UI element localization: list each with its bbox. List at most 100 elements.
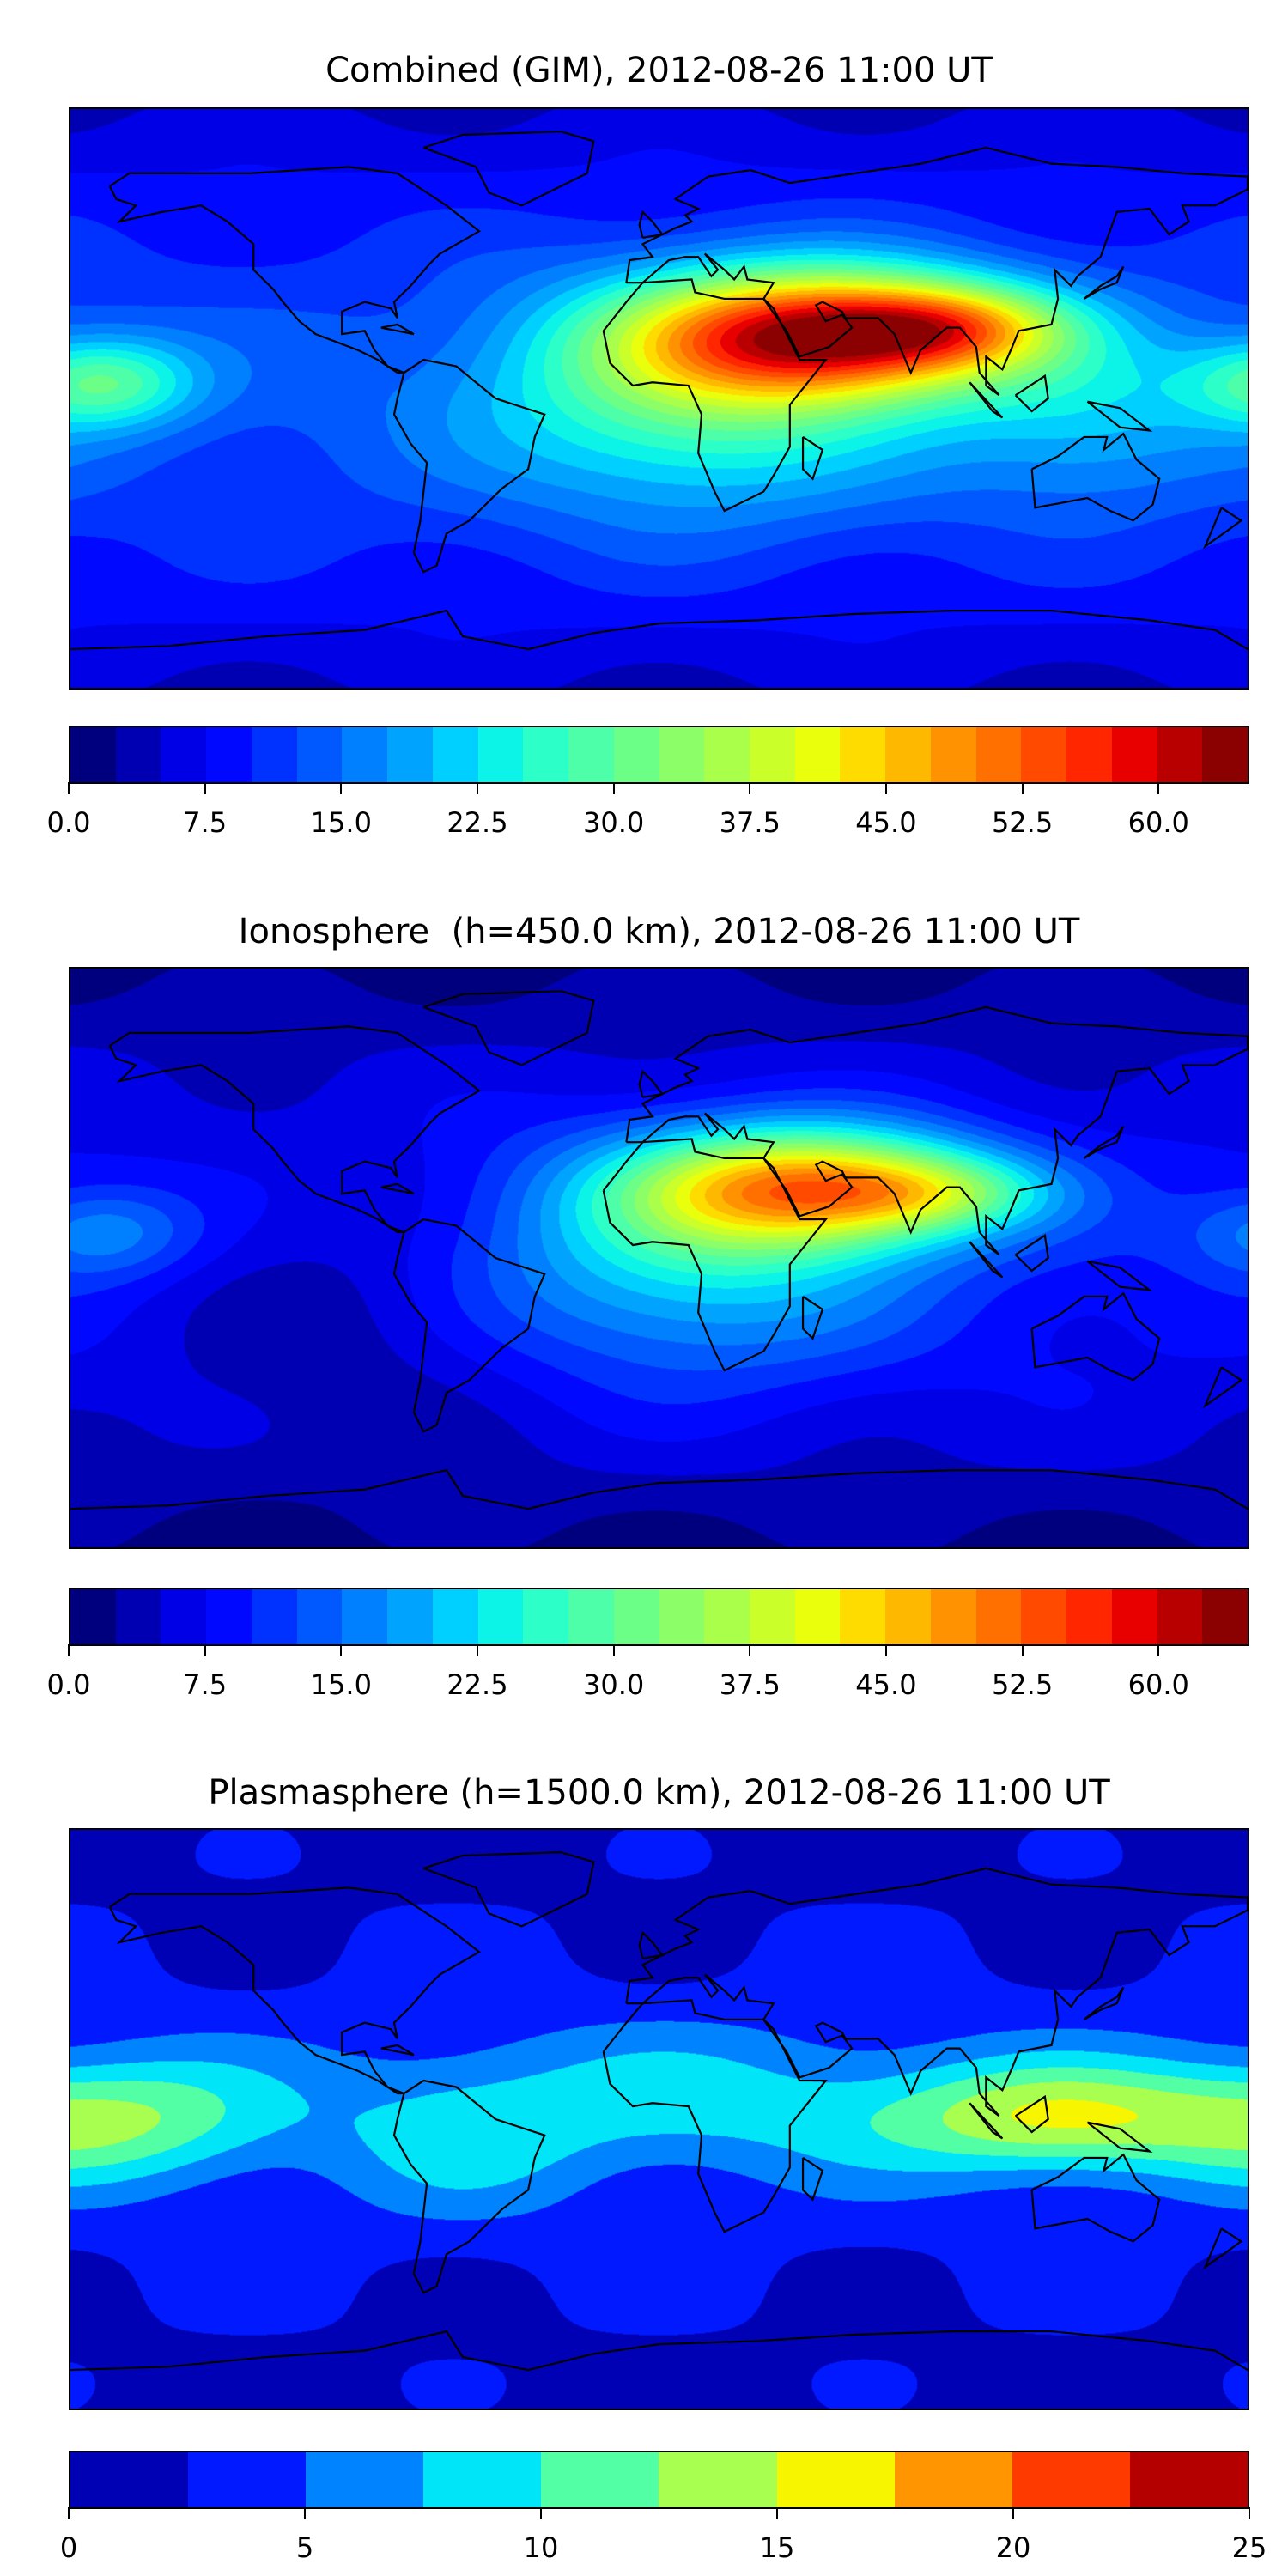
colorbar-bin-3 [206,1589,252,1644]
coastline-8 [803,437,823,479]
colorbar-tick-mark [884,782,887,794]
coastline-11 [1087,402,1149,431]
colorbar-bin-16 [794,1589,841,1644]
colorbar-bin-25 [1202,1589,1249,1644]
colorbar-bin-8 [432,1589,478,1644]
colorbar [69,1588,1249,1646]
colorbar-bin-1 [115,1589,161,1644]
colorbar-bin-2 [161,1589,207,1644]
colorbar-bin-21 [1021,727,1067,782]
colorbar-tick-mark [749,1644,751,1656]
colorbar-tick-mark [1012,2507,1014,2519]
colorbar-tick-mark [340,1644,343,1656]
colorbar-tick-mark [612,782,615,794]
colorbar-tick-mark [540,2507,542,2519]
colorbar-tick-label: 60.0 [1127,1668,1189,1701]
colorbar-bin-5 [659,2452,777,2507]
colorbar-bin-1 [115,727,161,782]
coastline-0 [110,1887,479,2093]
colorbar-tick-label: 22.5 [447,1668,508,1701]
colorbar-bin-19 [930,1589,976,1644]
coastline-6 [640,212,663,238]
coastline-7 [1084,1987,1124,2019]
colorbar-bin-13 [659,727,705,782]
coastline-10 [1016,2097,1048,2132]
coastline-10 [1016,376,1048,411]
colorbar-bin-18 [885,727,931,782]
colorbar-bin-3 [206,727,252,782]
colorbar-tick-mark [68,1644,70,1656]
colorbar-bin-8 [1012,2452,1130,2507]
colorbar-tick-label: 7.5 [183,806,228,839]
panel-title: Ionosphere (h=450.0 km), 2012-08-26 11:0… [238,912,1080,951]
colorbar-bin-20 [975,727,1022,782]
colorbar-bin-9 [477,1589,524,1644]
colorbar-bin-13 [659,1589,705,1644]
colorbar-tick-label: 0.0 [46,1668,91,1701]
colorbar-tick-label: 45.0 [855,1668,917,1701]
contour-field [70,109,1248,688]
coastline-13 [1205,2228,1241,2267]
colorbar-bin-4 [251,727,297,782]
colorbar-bin-17 [840,1589,886,1644]
colorbar-tick-mark [476,1644,478,1656]
colorbar-bin-6 [342,1589,388,1644]
colorbar-ticks: 0.0 7.5 15.0 22.5 30.0 37.5 45.0 52.5 60.0 [47,1644,1249,1704]
colorbar-tick-label: 0.0 [46,806,91,839]
colorbar-bin-5 [296,1589,343,1644]
coastline-5 [1032,1293,1160,1380]
coastline-9 [969,1242,1002,1277]
colorbar-tick-label: 22.5 [447,806,508,839]
colorbar-bin-23 [1111,727,1157,782]
colorbar-bin-24 [1157,727,1203,782]
colorbar-tick-label: 37.5 [719,1668,781,1701]
colorbar-bin-7 [387,1589,433,1644]
coastline-14 [70,2331,1248,2370]
colorbar-bin-17 [840,727,886,782]
colorbar-ticks: 0 5 10 15 20 25 [60,2507,1267,2567]
panel-title: Combined (GIM), 2012-08-26 11:00 UT [325,51,993,90]
coastline-7 [1084,266,1124,298]
colorbar-bin-7 [894,2452,1012,2507]
colorbar-tick-mark [1021,782,1024,794]
colorbar-tick-label: 5 [295,2531,314,2564]
coastline-8 [803,2158,823,2200]
tec-map-plasmasphere [69,1828,1249,2410]
coastline-1 [394,360,544,572]
colorbar-tick-label: 10 [523,2531,559,2564]
colorbar-tick-mark [476,782,478,794]
coastline-0 [110,167,479,373]
colorbar-bin-0 [70,1589,116,1644]
colorbar-ticks: 0.0 7.5 15.0 22.5 30.0 37.5 45.0 52.5 60.0 [47,782,1249,842]
colorbar-bin-9 [477,727,524,782]
colorbar [69,2451,1249,2509]
coastline-14 [70,1470,1248,1509]
colorbar-tick-mark [340,782,343,794]
coastline-6 [640,1072,663,1097]
coastline-4 [626,1007,1248,1255]
coastline-9 [969,2103,1002,2138]
colorbar-tick-mark [1021,1644,1024,1656]
colorbar-tick-mark [776,2507,778,2519]
colorbar-bin-18 [885,1589,931,1644]
colorbar-bin-11 [568,1589,614,1644]
colorbar-bin-4 [541,2452,659,2507]
coastline-3 [604,1139,826,1370]
contour-field [70,969,1248,1547]
colorbar-bin-2 [306,2452,424,2507]
colorbar-tick-label: 15 [759,2531,795,2564]
colorbar-bin-2 [161,727,207,782]
colorbar-tick-label: 30.0 [582,806,645,839]
colorbar-bin-14 [704,1589,750,1644]
colorbar-bin-21 [1021,1589,1067,1644]
colorbar-tick-label: 0 [59,2531,78,2564]
colorbar-tick-mark [884,1644,887,1656]
colorbar-tick-mark [68,2507,70,2519]
tec-map-combined [69,107,1249,690]
coastline-0 [110,1026,479,1232]
coastline-14 [70,611,1248,649]
colorbar-bin-24 [1157,1589,1203,1644]
colorbar-tick-mark [1249,2507,1250,2519]
colorbar-tick-label: 52.5 [991,1668,1054,1701]
colorbar-bin-7 [387,727,433,782]
